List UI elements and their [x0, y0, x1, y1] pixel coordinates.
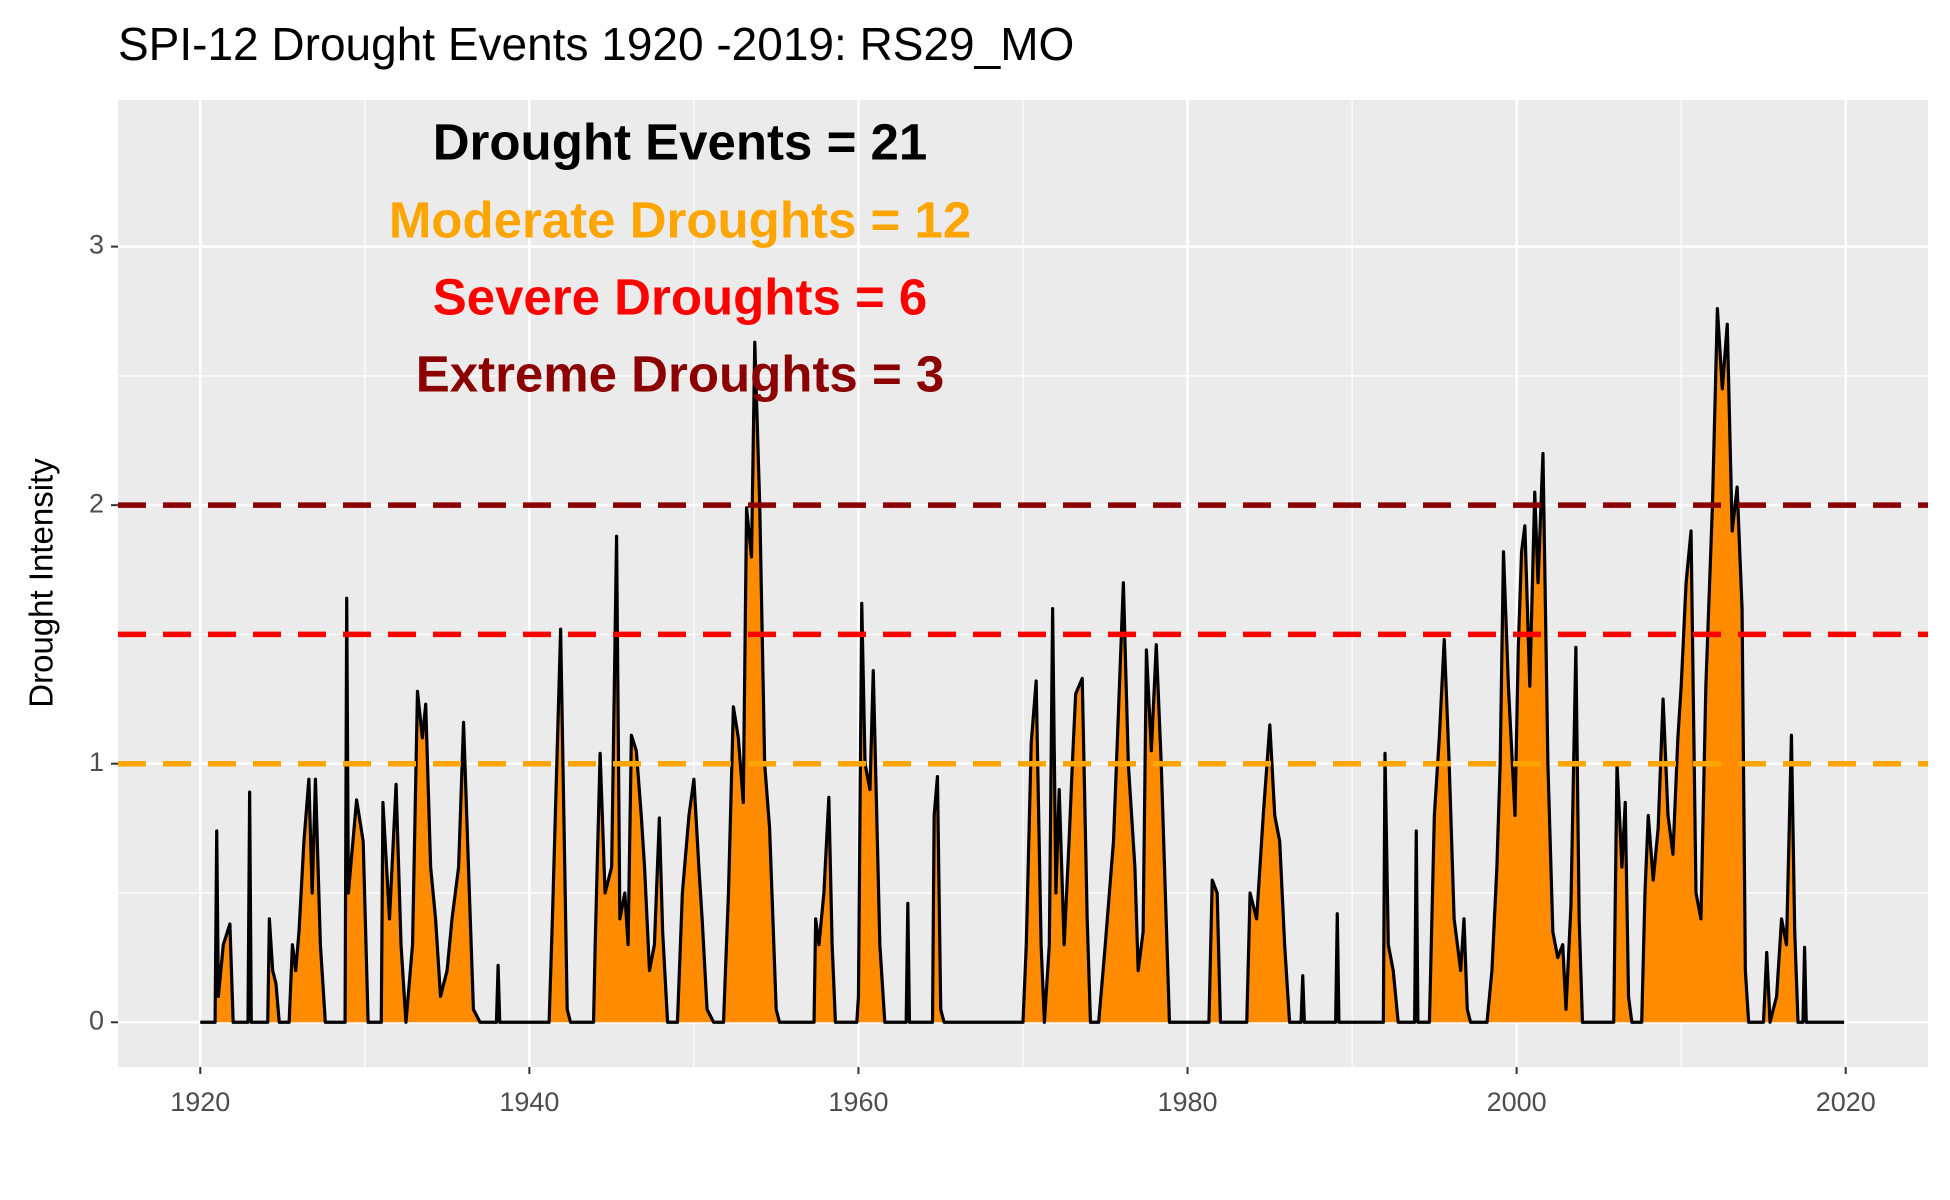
- x-tick-label: 1920: [170, 1087, 230, 1117]
- x-tick-label: 1940: [499, 1087, 559, 1117]
- annotation: Severe Droughts = 6: [433, 268, 928, 325]
- y-axis-label: Drought Intensity: [23, 458, 60, 708]
- y-tick-label: 3: [89, 230, 104, 260]
- y-tick-label: 0: [89, 1005, 104, 1035]
- x-tick-label: 1960: [828, 1087, 888, 1117]
- y-tick-label: 2: [89, 488, 104, 518]
- annotation: Moderate Droughts = 12: [389, 191, 971, 248]
- x-tick-label: 1980: [1158, 1087, 1218, 1117]
- annotation: Extreme Droughts = 3: [416, 345, 945, 402]
- annotation: Drought Events = 21: [433, 113, 928, 170]
- chart-title: SPI-12 Drought Events 1920 -2019: RS29_M…: [118, 18, 1074, 70]
- x-tick-label: 2000: [1487, 1087, 1547, 1117]
- line: [200, 307, 1845, 1024]
- y-tick-label: 1: [89, 747, 104, 777]
- x-tick-label: 2020: [1816, 1087, 1876, 1117]
